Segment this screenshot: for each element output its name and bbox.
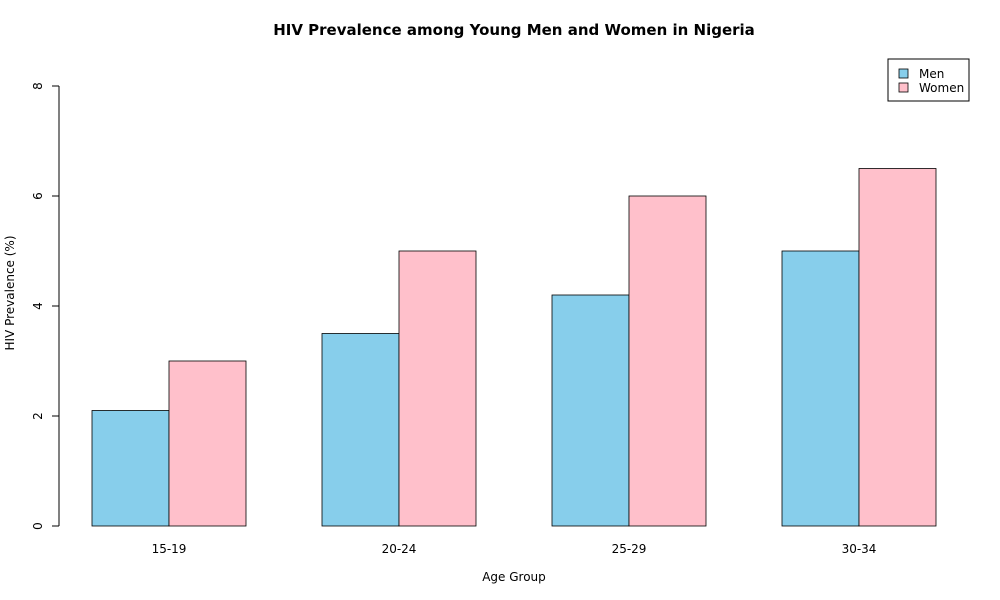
legend-swatch-men (898, 68, 909, 79)
bar-women-15-19 (168, 360, 247, 527)
y-tick-label: 6 (31, 192, 45, 200)
bar-men-25-29 (551, 294, 630, 527)
bars-group (91, 168, 937, 527)
bar-men-30-34 (781, 250, 860, 527)
bar-women-30-34 (858, 168, 937, 527)
x-tick-label: 25-29 (612, 542, 647, 556)
y-tick-label: 0 (31, 522, 45, 530)
bar-men-15-19 (91, 410, 170, 527)
legend-box (887, 58, 970, 102)
bar-women-25-29 (628, 195, 707, 527)
y-tick-label: 8 (31, 82, 45, 90)
x-axis-ticks: 15-19 20-24 25-29 30-34 (152, 542, 877, 556)
y-axis-label: HIV Prevalence (%) (3, 235, 17, 350)
x-tick-label: 15-19 (152, 542, 187, 556)
legend-swatch-women (898, 82, 909, 93)
x-tick-label: 20-24 (382, 542, 417, 556)
legend: Men Women (887, 58, 970, 102)
y-axis: 0 2 4 6 8 (31, 82, 60, 530)
x-axis-label: Age Group (482, 570, 546, 584)
chart-title: HIV Prevalence among Young Men and Women… (273, 21, 755, 39)
y-tick-label: 4 (31, 302, 45, 310)
x-tick-label: 30-34 (842, 542, 877, 556)
legend-label-women: Women (919, 81, 964, 95)
bar-men-20-24 (321, 333, 400, 527)
legend-label-men: Men (919, 67, 944, 81)
bar-women-20-24 (398, 250, 477, 527)
y-tick-label: 2 (31, 412, 45, 420)
